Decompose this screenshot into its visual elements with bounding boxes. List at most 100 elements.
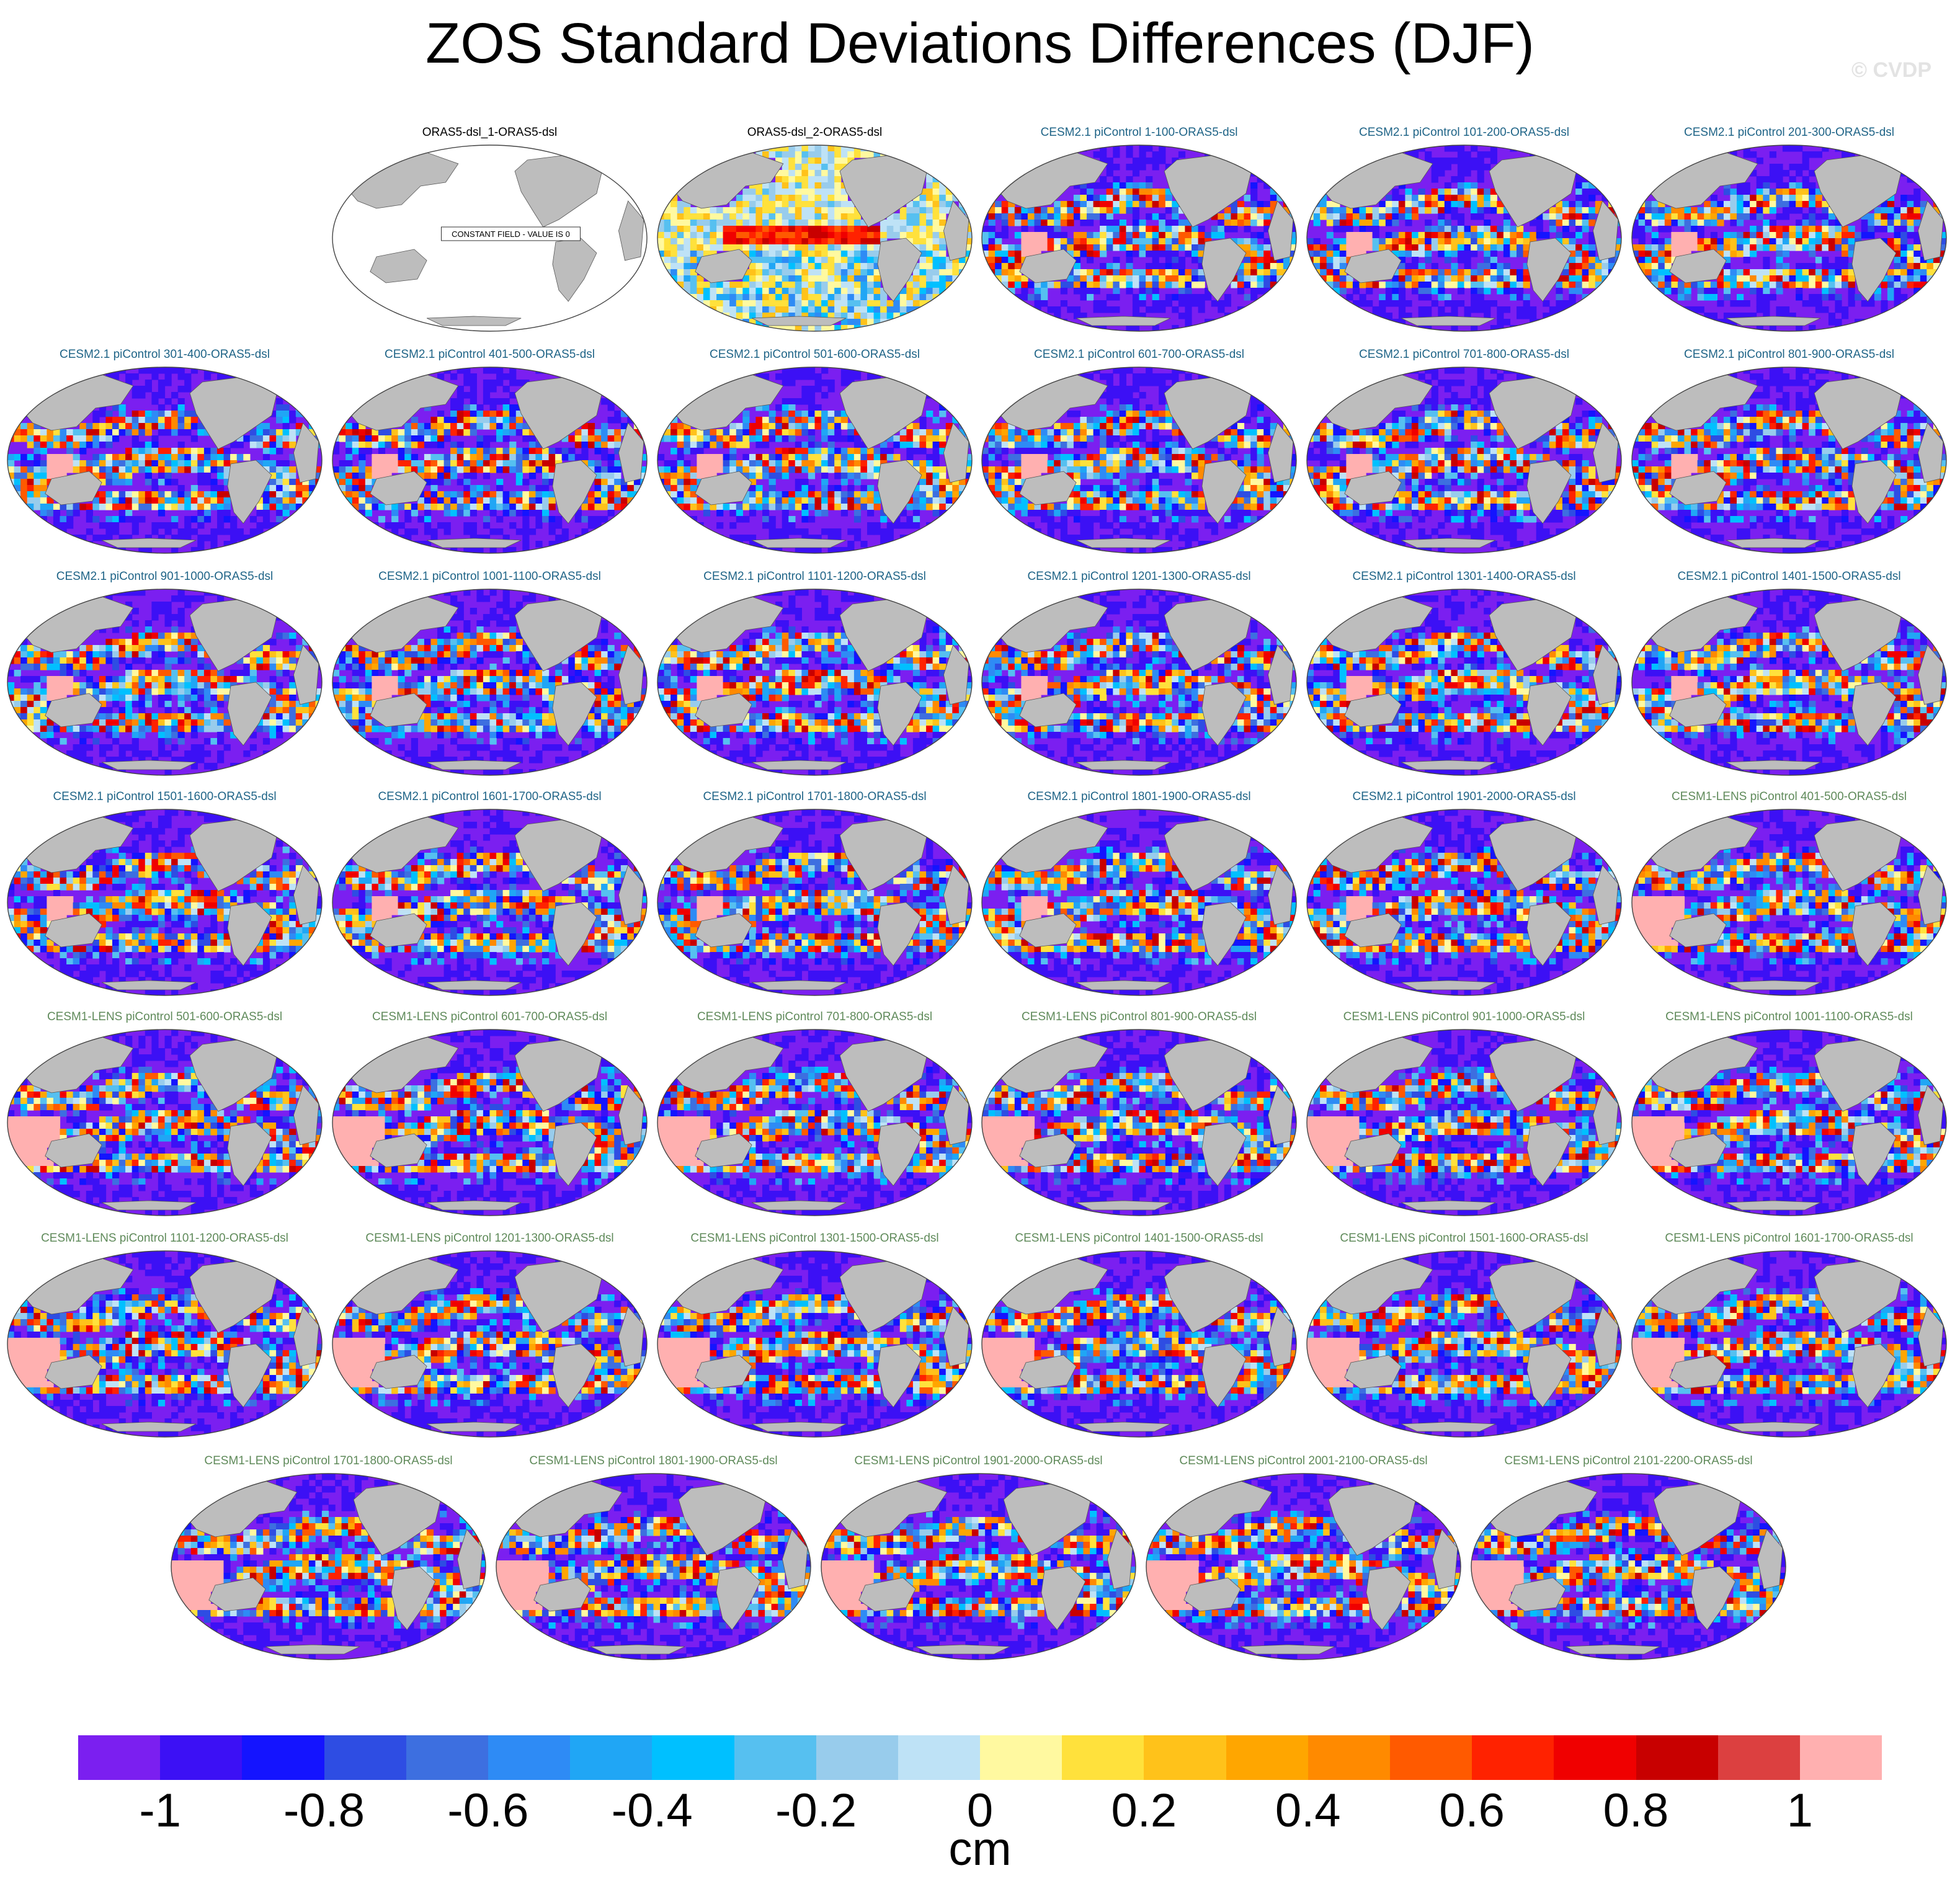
land-mask	[1239, 812, 1265, 829]
land-mask	[751, 538, 847, 548]
land-mask	[457, 1529, 483, 1590]
land-mask	[751, 980, 847, 990]
land-mask	[1019, 471, 1077, 505]
map-panel: CESM2.1 piControl 401-500-ORAS5-dsl	[332, 348, 648, 554]
land-mask	[1851, 460, 1897, 524]
land-mask	[552, 1343, 597, 1408]
map-outline	[657, 1250, 973, 1438]
map-outline	[7, 809, 323, 996]
panel-title: CESM2.1 piControl 601-700-ORAS5-dsl	[1034, 348, 1244, 361]
panel-title: CESM1-LENS piControl 901-1000-ORAS5-dsl	[1343, 1010, 1585, 1023]
colorbar-bin	[324, 1735, 406, 1780]
land-mask	[590, 592, 616, 608]
map-panel: CESM1-LENS piControl 701-800-ORAS5-dsl	[657, 1010, 973, 1216]
map-panel: CESM2.1 piControl 301-400-ORAS5-dsl	[7, 348, 323, 554]
figure-title: ZOS Standard Deviations Differences (DJF…	[0, 11, 1960, 76]
land-mask	[877, 238, 922, 302]
map-outline	[1631, 589, 1947, 776]
map-panel: CESM1-LENS piControl 801-900-ORAS5-dsl	[981, 1010, 1297, 1216]
land-mask	[695, 1354, 752, 1389]
colorbar-bin	[1390, 1735, 1472, 1780]
land-mask	[877, 1122, 922, 1186]
panel-title: CESM2.1 piControl 1301-1400-ORAS5-dsl	[1352, 570, 1575, 583]
land-mask	[618, 422, 644, 483]
map-panel: CESM1-LENS piControl 2001-2100-ORAS5-dsl	[1146, 1454, 1461, 1660]
land-mask	[1669, 471, 1727, 505]
colorbar	[78, 1735, 1882, 1780]
colorbar-tick-label: -0.4	[612, 1784, 693, 1838]
map-outline	[657, 367, 973, 554]
panel-title: CESM1-LENS piControl 1501-1600-ORAS5-dsl	[1340, 1232, 1588, 1245]
map-outline	[1306, 1029, 1622, 1216]
land-mask	[590, 1033, 616, 1049]
panel-title: CESM2.1 piControl 301-400-ORAS5-dsl	[60, 348, 270, 361]
colorbar-tick-label: -0.8	[283, 1784, 365, 1838]
land-mask	[1267, 200, 1294, 261]
land-mask	[915, 370, 941, 386]
panel-title: CESM1-LENS piControl 1901-2000-ORAS5-dsl	[854, 1454, 1102, 1467]
land-mask	[858, 1577, 916, 1612]
map-panel: CESM2.1 piControl 1-100-ORAS5-dsl	[981, 126, 1297, 332]
land-mask	[1079, 1477, 1105, 1493]
watermark: © CVDP	[1851, 58, 1931, 82]
map-outline	[7, 367, 323, 554]
map-outline	[1306, 1250, 1622, 1438]
map-outline	[981, 1250, 1297, 1438]
map-outline	[332, 1250, 648, 1438]
land-mask	[590, 812, 616, 829]
panel-title: CESM1-LENS piControl 801-900-ORAS5-dsl	[1022, 1010, 1257, 1023]
panel-title: CESM1-LENS piControl 1301-1500-ORAS5-dsl	[690, 1232, 938, 1245]
land-mask	[1592, 1085, 1619, 1145]
colorbar-bin	[1307, 1735, 1390, 1780]
land-mask	[1917, 644, 1944, 705]
land-mask	[552, 238, 597, 302]
land-mask	[1404, 1477, 1430, 1493]
land-mask	[552, 902, 597, 966]
colorbar-tick-label: 0.8	[1603, 1784, 1669, 1838]
land-mask	[915, 148, 941, 164]
land-mask	[782, 1529, 808, 1590]
land-mask	[1526, 902, 1572, 966]
land-mask	[265, 592, 291, 608]
map-panel: CESM2.1 piControl 1801-1900-ORAS5-dsl	[981, 790, 1297, 996]
land-mask	[426, 538, 522, 548]
land-mask	[1019, 1354, 1077, 1389]
land-mask	[1917, 422, 1944, 483]
map-outline	[1306, 809, 1622, 996]
colorbar-label: cm	[0, 1822, 1960, 1876]
constant-field-box	[441, 226, 581, 241]
colorbar-tick-label: -0.6	[447, 1784, 528, 1838]
map-outline	[332, 145, 648, 332]
land-mask	[208, 1577, 266, 1612]
land-mask	[1526, 682, 1572, 746]
map-panel: CESM2.1 piControl 1301-1400-ORAS5-dsl	[1306, 570, 1622, 776]
colorbar-bin	[78, 1735, 161, 1780]
land-mask	[293, 1085, 319, 1145]
land-mask	[1565, 1644, 1660, 1655]
land-mask	[1344, 1133, 1402, 1168]
land-mask	[1201, 1343, 1247, 1408]
land-mask	[1592, 200, 1619, 261]
land-mask	[1401, 538, 1496, 548]
map-panel: CESM1-LENS piControl 1301-1500-ORAS5-dsl	[657, 1232, 973, 1438]
land-mask	[1076, 760, 1171, 770]
land-mask	[1851, 902, 1897, 966]
land-mask	[1401, 1200, 1496, 1211]
panel-title: CESM1-LENS piControl 1801-1900-ORAS5-dsl	[529, 1454, 777, 1467]
map-outline	[981, 145, 1297, 332]
land-mask	[227, 1122, 272, 1186]
colorbar-bins	[78, 1735, 1882, 1780]
map-outline	[7, 1029, 323, 1216]
land-mask	[227, 1343, 272, 1408]
land-mask	[1669, 693, 1727, 727]
map-outline	[1631, 145, 1947, 332]
panel-title: CESM2.1 piControl 401-500-ORAS5-dsl	[385, 348, 595, 361]
map-panel: CESM1-LENS piControl 1801-1900-ORAS5-dsl	[496, 1454, 811, 1660]
land-mask	[1019, 913, 1077, 948]
map-outline	[7, 1250, 323, 1438]
colorbar-bin	[570, 1735, 653, 1780]
land-mask	[101, 980, 197, 990]
land-mask	[227, 460, 272, 524]
land-mask	[45, 1133, 102, 1168]
land-mask	[45, 471, 102, 505]
